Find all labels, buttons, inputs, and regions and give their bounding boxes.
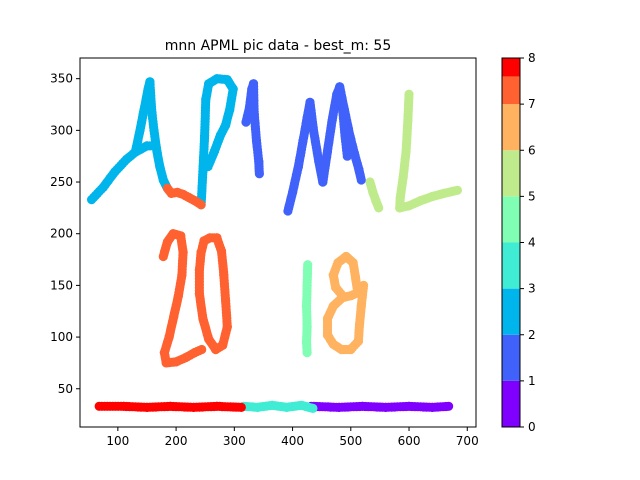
colorbar-tick-label: 8: [528, 51, 536, 65]
colorbar-segment: [502, 150, 520, 197]
colorbar-tick-label: 2: [528, 328, 536, 342]
scatter-point: [254, 169, 264, 179]
colorbar-segment: [502, 380, 520, 427]
chart-title: mnn APML pic data - best_m: 55: [165, 38, 392, 54]
scatter-point: [236, 402, 246, 412]
scatter-point: [444, 401, 454, 411]
y-tick-label: 200: [50, 227, 73, 241]
y-tick-label: 50: [58, 382, 73, 396]
x-tick-label: 500: [339, 434, 362, 448]
x-tick-label: 700: [456, 434, 479, 448]
scatter-point: [342, 151, 352, 161]
scatter-point: [452, 185, 462, 195]
y-tick-label: 150: [50, 278, 73, 292]
colorbar-axis: 0 1 2 3 4 5 6 7 8: [520, 51, 536, 434]
scatter-point: [196, 247, 206, 257]
scatter-point: [178, 189, 188, 199]
colorbar-segment: [502, 104, 520, 151]
colorbar-tick-label: 3: [528, 282, 536, 296]
scatter-point: [302, 348, 312, 358]
x-tick-label: 300: [223, 434, 246, 448]
colorbar-tick-label: 5: [528, 189, 536, 203]
x-tick-label: 600: [398, 434, 421, 448]
y-tick-label: 300: [50, 123, 73, 137]
x-axis: 100 200 300 400 500 600 700: [106, 427, 479, 448]
colorbar-tick-label: 6: [528, 143, 536, 157]
colorbar-segment: [502, 334, 520, 381]
scatter-point: [203, 161, 213, 172]
colorbar-segment: [502, 288, 520, 335]
colorbar-tick-label: 4: [528, 236, 536, 250]
scatter-point: [196, 200, 206, 210]
colorbar-tick-label: 1: [528, 374, 536, 388]
colorbar-segment: [502, 196, 520, 243]
scatter-point: [338, 291, 348, 301]
colorbar-tick-label: 7: [528, 97, 536, 111]
scatter-point: [197, 344, 207, 355]
scatter-point: [308, 403, 318, 413]
y-tick-label: 100: [50, 330, 73, 344]
colorbar: [502, 58, 520, 427]
x-tick-label: 400: [281, 434, 304, 448]
scatter-point: [374, 203, 384, 213]
colorbar-segment: [502, 76, 520, 105]
scatter-point: [356, 175, 366, 185]
x-tick-label: 200: [165, 434, 188, 448]
x-tick-label: 100: [106, 434, 129, 448]
colorbar-segment: [502, 58, 520, 77]
y-tick-label: 350: [50, 72, 73, 86]
y-axis: 50 100 150 200 250 300 350: [50, 72, 80, 396]
colorbar-segment: [502, 242, 520, 289]
plot-frame: [79, 57, 477, 428]
y-tick-label: 250: [50, 175, 73, 189]
scatter-points: [87, 74, 462, 413]
colorbar-tick-label: 0: [528, 420, 536, 434]
